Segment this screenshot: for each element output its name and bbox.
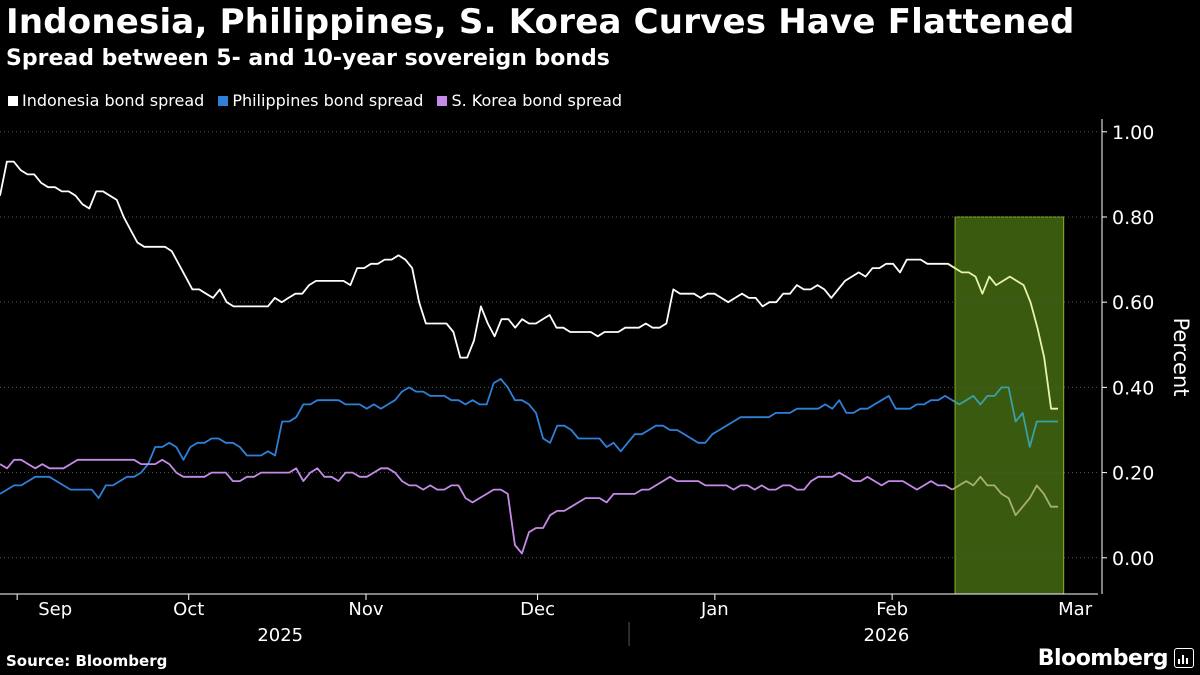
year-label: 2026 [864,625,910,646]
x-tick-label: Sep [38,599,72,620]
legend-swatch-indonesia [8,95,18,106]
series-line-1 [0,378,953,499]
y-tick-label: 0.80 [1112,207,1154,229]
legend-item-indonesia: Indonesia bond spread [8,91,204,110]
x-tick-label: Jan [700,599,729,620]
bloomberg-logo: Bloomberg [1037,646,1169,671]
y-tick-label: 0.20 [1112,463,1154,485]
x-tick-label: Feb [876,599,908,620]
legend-label-indonesia: Indonesia bond spread [22,91,205,110]
y-tick-label: 0.40 [1112,377,1154,399]
source-note: Source: Bloomberg [6,652,168,670]
chart-subtitle: Spread between 5- and 10-year sovereign … [6,46,610,71]
bloomberg-terminal-icon [1174,648,1194,668]
legend-swatch-philippines [218,95,229,106]
legend-item-skorea: S. Korea bond spread [437,91,622,110]
highlight-band [954,216,1065,595]
legend-label-skorea: S. Korea bond spread [451,91,623,110]
y-tick-label: 0.60 [1112,292,1154,314]
x-tick-label: Mar [1058,599,1093,620]
y-axis-label: Percent [1169,317,1193,396]
chart-title: Indonesia, Philippines, S. Korea Curves … [6,2,1075,42]
legend-item-philippines: Philippines bond spread [218,91,423,110]
series-line-highlighted-0 [947,263,1058,410]
series-line-0 [0,160,956,359]
year-label: 2025 [257,625,303,646]
x-tick-label: Nov [348,599,383,620]
x-tick-label: Oct [173,599,204,620]
legend-label-philippines: Philippines bond spread [232,91,424,110]
series-line-highlighted-2 [951,475,1058,517]
legend: Indonesia bond spread Philippines bond s… [8,91,622,110]
series-line-2 [0,458,953,555]
legend-swatch-skorea [437,95,448,106]
series-line-highlighted-1 [951,386,1058,448]
y-tick-label: 0.00 [1112,548,1154,570]
x-tick-label: Dec [520,599,555,620]
y-tick-label: 1.00 [1112,122,1154,144]
